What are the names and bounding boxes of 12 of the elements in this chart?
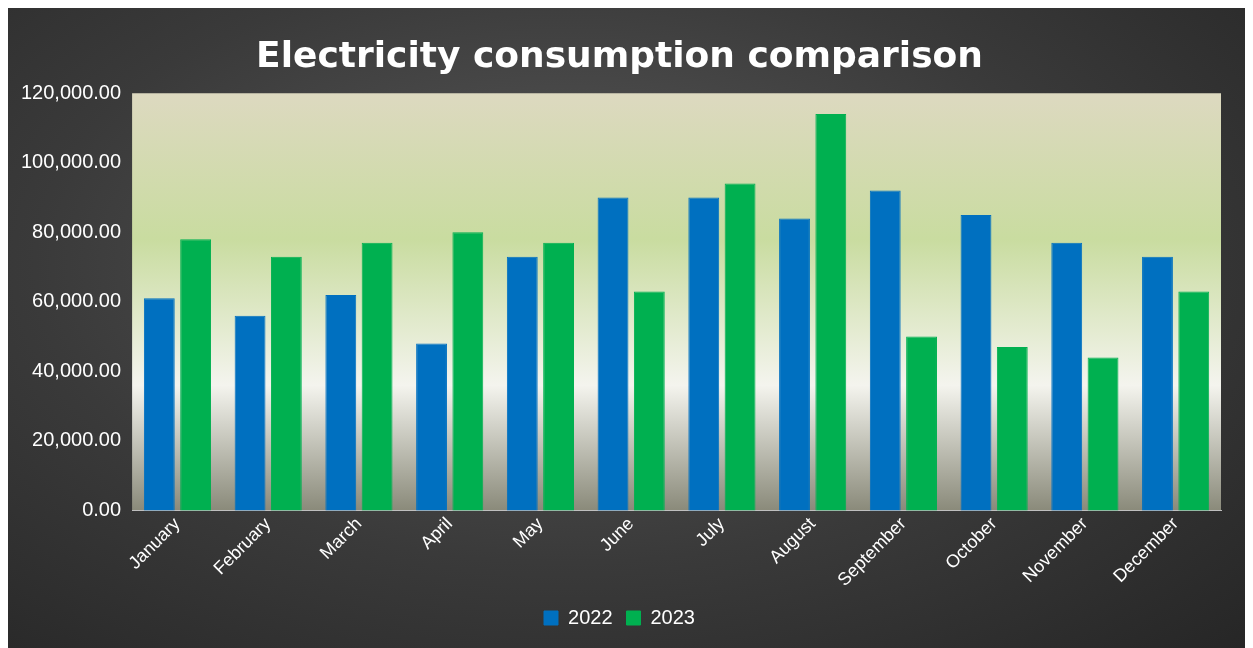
legend-label: 2022 [568, 605, 613, 628]
y-tick-label: 80,000.00 [32, 219, 122, 242]
legend-label: 2023 [650, 605, 695, 628]
y-tick-label: 60,000.00 [32, 289, 122, 312]
y-tick-label: 100,000.00 [20, 150, 122, 173]
y-tick-label: 40,000.00 [32, 358, 122, 381]
x-tick-label: May [508, 513, 547, 552]
x-tick-label: July [691, 513, 729, 551]
y-tick-label: 0.00 [82, 497, 122, 520]
y-tick-label: 20,000.00 [32, 428, 122, 451]
y-tick-label: 120,000.00 [20, 80, 122, 103]
chart-title: Electricity consumption comparison [256, 33, 983, 75]
